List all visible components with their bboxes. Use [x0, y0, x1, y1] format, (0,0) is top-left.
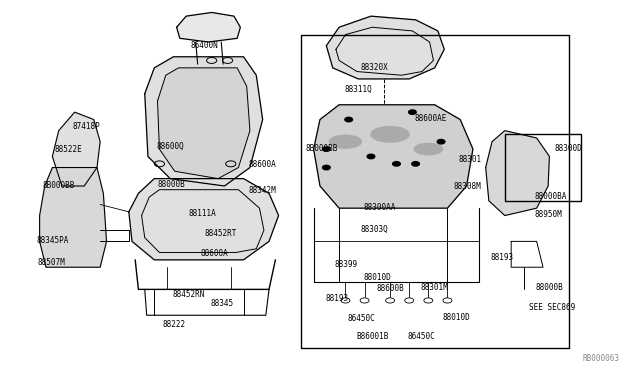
Text: 88300D: 88300D [554, 144, 582, 153]
Text: 88010D: 88010D [443, 312, 471, 321]
Text: 88000B: 88000B [536, 283, 563, 292]
Text: 8B000BB: 8B000BB [306, 144, 339, 153]
Text: 88000BA: 88000BA [534, 192, 566, 201]
Text: 88010D: 88010D [364, 273, 391, 282]
Text: 88222: 88222 [163, 320, 186, 329]
Text: 87418P: 87418P [73, 122, 100, 131]
Text: 88301: 88301 [459, 155, 482, 164]
Circle shape [393, 161, 400, 166]
Text: 88111A: 88111A [188, 209, 216, 218]
Text: 88452RN: 88452RN [172, 291, 205, 299]
Text: 88399: 88399 [335, 260, 358, 269]
Circle shape [345, 117, 353, 122]
Polygon shape [52, 112, 100, 186]
Ellipse shape [414, 143, 442, 155]
Text: 88507M: 88507M [38, 258, 65, 267]
Text: 88300AA: 88300AA [364, 203, 396, 212]
Polygon shape [326, 16, 444, 79]
Polygon shape [177, 13, 241, 42]
Text: 88600B: 88600B [376, 284, 404, 293]
Text: 8B000BB: 8B000BB [43, 181, 75, 190]
Text: 88320X: 88320X [360, 62, 388, 72]
Circle shape [412, 161, 419, 166]
Circle shape [323, 147, 330, 151]
Text: 88600A: 88600A [201, 249, 228, 258]
Text: 88000B: 88000B [157, 180, 185, 189]
Text: 88303Q: 88303Q [360, 225, 388, 234]
Text: 86450C: 86450C [348, 314, 375, 323]
Polygon shape [40, 167, 106, 267]
Polygon shape [157, 68, 250, 179]
Polygon shape [129, 179, 278, 260]
Text: 88600AE: 88600AE [414, 114, 447, 123]
Circle shape [408, 110, 416, 114]
Text: B86001B: B86001B [356, 332, 388, 341]
Text: 88522E: 88522E [54, 145, 82, 154]
Text: 88452RT: 88452RT [204, 229, 236, 238]
Text: 88308M: 88308M [454, 182, 481, 191]
Text: 88950M: 88950M [534, 210, 562, 219]
Bar [301, 35, 568, 349]
Text: 88600A: 88600A [248, 160, 276, 169]
Text: 86450C: 86450C [407, 332, 435, 341]
Ellipse shape [330, 135, 362, 148]
Text: 88193: 88193 [325, 294, 348, 303]
Ellipse shape [371, 126, 409, 142]
Text: SEE SEC869: SEE SEC869 [529, 302, 575, 312]
Text: RB000063: RB000063 [582, 354, 620, 363]
Text: 86400N: 86400N [191, 41, 218, 50]
Text: 88600Q: 88600Q [156, 142, 184, 151]
Text: 88345PA: 88345PA [36, 236, 69, 245]
Polygon shape [486, 131, 549, 215]
Text: 88301M: 88301M [420, 283, 449, 292]
Circle shape [367, 154, 375, 159]
Text: 88342M: 88342M [248, 186, 276, 195]
Polygon shape [314, 105, 473, 208]
Circle shape [323, 165, 330, 170]
Text: 88311Q: 88311Q [344, 85, 372, 94]
Text: 88193: 88193 [491, 253, 514, 263]
Polygon shape [145, 57, 262, 186]
Circle shape [437, 140, 445, 144]
Text: 88345: 88345 [211, 299, 234, 308]
